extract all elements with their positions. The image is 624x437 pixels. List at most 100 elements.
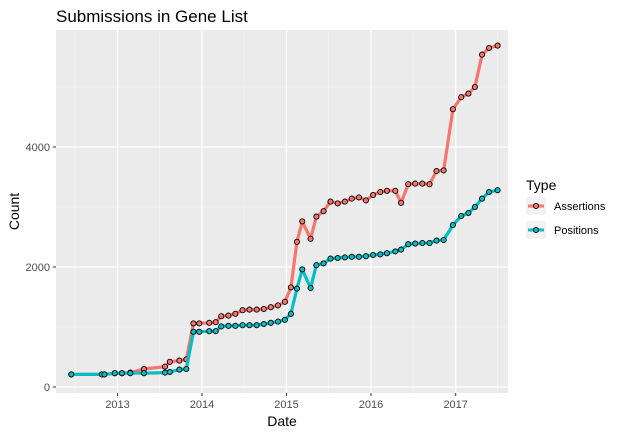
data-point-assertions bbox=[398, 199, 405, 206]
legend-key-point bbox=[532, 202, 540, 210]
series-positions bbox=[68, 187, 501, 378]
data-point-positions bbox=[101, 371, 108, 378]
data-point-assertions bbox=[274, 302, 281, 309]
data-point-positions bbox=[161, 369, 169, 376]
data-point-assertions bbox=[327, 198, 334, 205]
data-point-positions bbox=[327, 255, 334, 262]
data-point-positions bbox=[287, 310, 294, 317]
data-point-assertions bbox=[239, 307, 246, 314]
data-point-assertions bbox=[494, 42, 501, 49]
data-point-positions bbox=[196, 328, 203, 335]
data-point-positions bbox=[341, 254, 348, 261]
data-point-assertions bbox=[196, 320, 203, 327]
series-layer bbox=[68, 42, 501, 378]
data-point-assertions bbox=[218, 313, 225, 320]
legend: Type Assertions Positions bbox=[526, 177, 606, 239]
x-tick-label: 2017 bbox=[443, 399, 467, 411]
legend-label-positions: Positions bbox=[554, 225, 599, 237]
data-point-assertions bbox=[440, 167, 447, 174]
legend-label-assertions: Assertions bbox=[554, 201, 606, 213]
data-point-assertions bbox=[485, 44, 493, 52]
grid-lines bbox=[56, 30, 508, 393]
x-tick-label: 2013 bbox=[105, 399, 129, 411]
data-point-assertions bbox=[320, 208, 327, 215]
data-point-positions bbox=[426, 239, 433, 247]
data-point-positions bbox=[370, 251, 377, 259]
data-point-assertions bbox=[348, 195, 355, 202]
data-point-positions bbox=[485, 188, 493, 196]
data-point-positions bbox=[118, 370, 126, 377]
data-point-assertions bbox=[212, 319, 219, 326]
x-tick-label: 2016 bbox=[359, 399, 383, 411]
data-point-positions bbox=[166, 368, 173, 376]
data-point-assertions bbox=[479, 51, 486, 58]
data-point-assertions bbox=[419, 180, 426, 187]
data-point-assertions bbox=[299, 218, 306, 225]
data-point-positions bbox=[494, 187, 501, 194]
data-point-assertions bbox=[392, 187, 399, 194]
data-point-positions bbox=[419, 239, 426, 247]
data-point-positions bbox=[320, 260, 327, 267]
data-point-assertions bbox=[176, 357, 183, 364]
data-point-assertions bbox=[313, 213, 320, 220]
data-point-assertions bbox=[293, 238, 300, 245]
data-point-assertions bbox=[190, 320, 197, 327]
data-point-assertions bbox=[225, 312, 232, 319]
data-point-positions bbox=[383, 250, 391, 257]
plot-panel bbox=[56, 30, 508, 393]
data-point-positions bbox=[458, 212, 465, 220]
data-point-positions bbox=[334, 254, 341, 262]
data-point-positions bbox=[239, 322, 246, 329]
data-point-assertions bbox=[267, 304, 274, 311]
data-point-positions bbox=[479, 195, 486, 202]
data-point-positions bbox=[313, 262, 320, 269]
data-point-assertions bbox=[370, 191, 377, 199]
data-point-positions bbox=[225, 322, 232, 329]
data-point-assertions bbox=[433, 167, 440, 175]
data-point-positions bbox=[433, 237, 440, 244]
data-point-assertions bbox=[458, 94, 465, 101]
data-point-positions bbox=[127, 370, 134, 377]
data-point-positions bbox=[212, 328, 219, 335]
data-point-positions bbox=[183, 365, 190, 373]
data-point-assertions bbox=[281, 298, 288, 305]
data-point-positions bbox=[176, 366, 183, 373]
data-point-positions bbox=[377, 251, 384, 258]
legend-key-point bbox=[532, 226, 540, 234]
data-point-assertions bbox=[253, 306, 260, 313]
data-point-assertions bbox=[206, 319, 213, 326]
data-point-assertions bbox=[383, 187, 391, 194]
data-point-positions bbox=[307, 284, 314, 292]
data-point-assertions bbox=[362, 197, 369, 204]
data-point-positions bbox=[68, 371, 75, 378]
chart-title: Submissions in Gene List bbox=[56, 7, 248, 26]
data-point-positions bbox=[140, 370, 147, 377]
data-point-positions bbox=[232, 322, 239, 329]
data-point-positions bbox=[246, 322, 253, 329]
data-point-positions bbox=[190, 328, 197, 335]
data-point-positions bbox=[362, 253, 369, 260]
data-point-positions bbox=[465, 209, 472, 217]
data-point-assertions bbox=[287, 284, 294, 291]
legend-title: Type bbox=[526, 177, 557, 193]
data-point-positions bbox=[412, 240, 419, 247]
data-point-positions bbox=[348, 253, 355, 260]
data-point-assertions bbox=[161, 363, 169, 370]
data-point-positions bbox=[206, 328, 213, 335]
data-point-positions bbox=[267, 319, 274, 326]
data-point-positions bbox=[405, 241, 412, 248]
data-point-assertions bbox=[405, 181, 412, 188]
data-point-assertions bbox=[355, 194, 363, 201]
data-point-positions bbox=[398, 246, 405, 253]
data-point-assertions bbox=[166, 358, 173, 365]
data-point-positions bbox=[355, 253, 363, 260]
data-point-positions bbox=[260, 320, 267, 328]
data-point-assertions bbox=[232, 310, 239, 317]
data-point-assertions bbox=[465, 90, 472, 97]
x-axis-label: Date bbox=[267, 413, 297, 429]
data-point-positions bbox=[111, 370, 118, 377]
y-axis-label: Count bbox=[6, 193, 22, 230]
data-point-assertions bbox=[377, 188, 384, 196]
data-point-assertions bbox=[307, 235, 314, 242]
